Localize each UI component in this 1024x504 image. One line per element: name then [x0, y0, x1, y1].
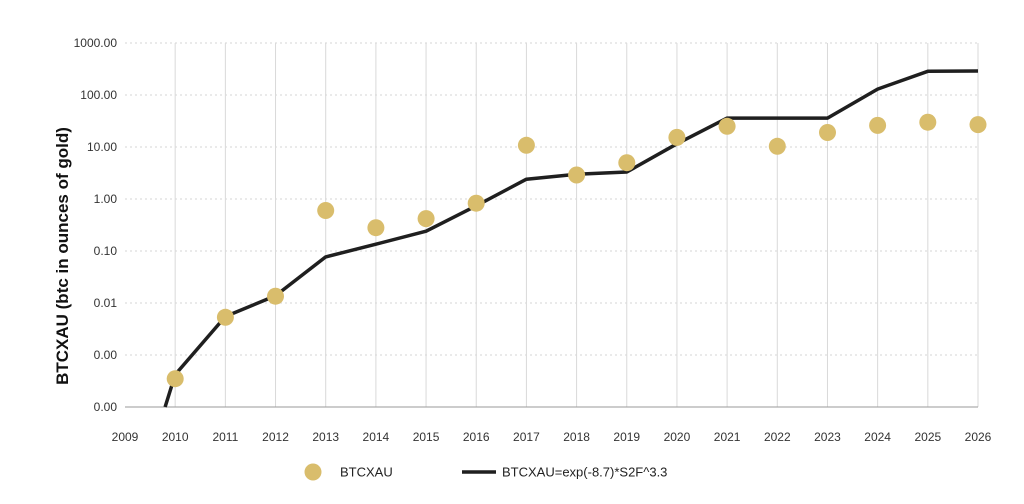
legend-scatter-swatch: [304, 463, 322, 481]
x-tick-label: 2023: [814, 430, 841, 444]
x-tick-label: 2021: [714, 430, 741, 444]
btcxau-point: [517, 136, 535, 154]
x-tick-label: 2011: [212, 430, 238, 444]
btcxau-point: [216, 308, 234, 326]
btcxau-point: [417, 210, 435, 228]
legend-label-model: BTCXAU=exp(-8.7)*S2F^3.3: [502, 465, 667, 480]
y-tick-label: 1.00: [94, 192, 118, 206]
btcxau-point: [166, 370, 184, 388]
x-tick-label: 2024: [864, 430, 891, 444]
btcxau-point: [568, 166, 586, 184]
y-axis-label: BTCXAU (btc in ounces of gold): [53, 127, 72, 385]
x-tick-label: 2016: [463, 430, 490, 444]
legend: BTCXAU BTCXAU=exp(-8.7)*S2F^3.3: [304, 463, 667, 481]
x-tick-label: 2026: [965, 430, 992, 444]
btcxau-point: [919, 113, 937, 131]
btcxau-point: [467, 194, 485, 212]
btcxau-point: [869, 116, 887, 134]
y-tick-label: 0.10: [94, 244, 118, 258]
scatter-layer: [166, 113, 987, 388]
y-tick-label: 0.00: [94, 400, 118, 414]
legend-item-btcxau: BTCXAU: [304, 463, 393, 481]
btcxau-point: [819, 124, 836, 141]
y-tick-label: 1000.00: [74, 36, 118, 50]
y-tick-label: 0.00: [94, 348, 118, 362]
x-tick-label: 2019: [613, 430, 640, 444]
btcxau-point: [668, 128, 686, 146]
x-tick-label: 2010: [162, 430, 189, 444]
x-tick-label: 2009: [112, 430, 139, 444]
x-tick-label: 2020: [664, 430, 691, 444]
btcxau-point: [267, 287, 284, 305]
btcxau-point: [768, 137, 786, 155]
model-line-layer: [163, 69, 979, 408]
x-tick-label: 2014: [363, 430, 390, 444]
y-tick-label: 100.00: [80, 88, 117, 102]
btcxau-point: [969, 116, 987, 134]
model-line: [163, 69, 979, 408]
btcxau-point: [317, 202, 335, 219]
x-tick-label: 2015: [413, 430, 440, 444]
legend-label-btcxau: BTCXAU: [340, 465, 393, 480]
btcxau-point: [718, 117, 736, 135]
y-tick-label: 10.00: [87, 140, 117, 154]
x-tick-label: 2025: [914, 430, 941, 444]
x-tick-labels: 2009 2010 2011 2012 2013 2014 2015 2016 2017 2018…: [112, 430, 992, 444]
legend-item-model: BTCXAU=exp(-8.7)*S2F^3.3: [462, 465, 667, 480]
grid-layer: [125, 42, 979, 407]
x-tick-label: 2022: [764, 430, 791, 444]
x-tick-label: 2018: [563, 430, 590, 444]
x-tick-label: 2017: [513, 430, 540, 444]
btcxau-point: [618, 154, 636, 172]
x-tick-label: 2012: [262, 430, 289, 444]
btcxau-point: [367, 219, 385, 237]
x-tick-label: 2013: [312, 430, 339, 444]
y-tick-labels: 0.00 0.00 0.01 0.10 1.00 10.00 100.00 1000.00: [74, 36, 118, 414]
y-tick-label: 0.01: [94, 296, 118, 310]
